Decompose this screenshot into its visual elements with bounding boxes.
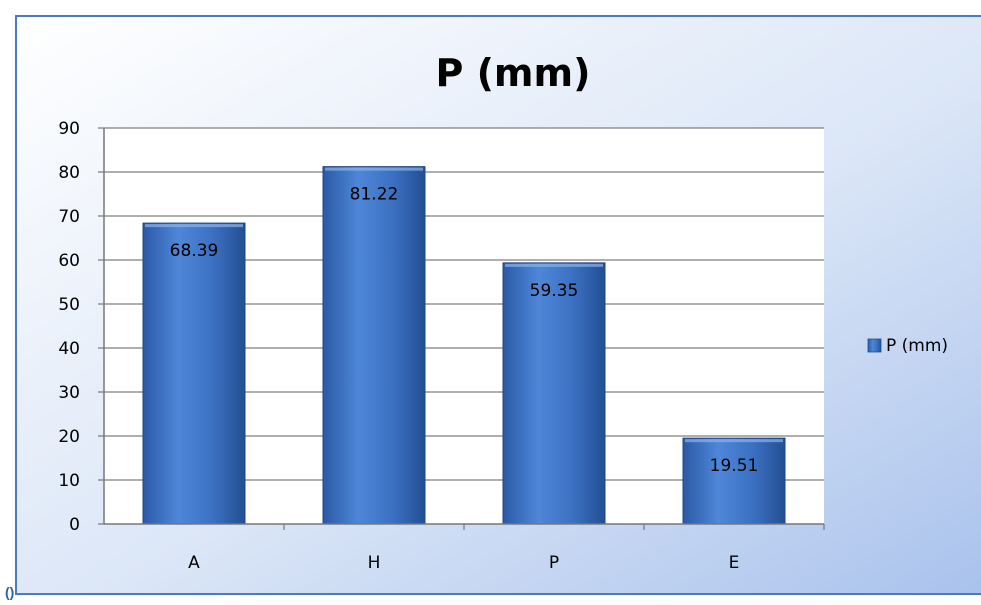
data-labels: 68.39 81.22 59.35 19.51 <box>170 185 759 477</box>
data-label: 68.39 <box>170 241 219 261</box>
chart-title: P (mm) <box>435 51 590 95</box>
legend: P (mm) <box>867 336 948 356</box>
bar-highlight <box>145 224 243 228</box>
y-tick-label: 0 <box>69 515 80 535</box>
y-tick-label: 80 <box>58 163 80 183</box>
bar-highlight <box>685 439 783 443</box>
bar-p <box>502 262 606 525</box>
bar-highlight <box>505 263 603 267</box>
x-tick-label: A <box>188 553 200 573</box>
y-tick-label: 20 <box>58 427 80 447</box>
data-label: 59.35 <box>530 281 579 301</box>
legend-label: P (mm) <box>886 336 948 356</box>
y-tick-label: 70 <box>58 207 80 227</box>
bar-highlight <box>325 167 423 171</box>
bars <box>142 166 786 525</box>
x-tick-label: P <box>549 553 559 573</box>
y-axis-ticks: 0 10 20 30 40 50 60 70 80 90 <box>58 119 104 535</box>
y-tick-label: 90 <box>58 119 80 139</box>
x-tick-label: E <box>729 553 740 573</box>
bar-h <box>322 166 426 525</box>
data-label: 19.51 <box>710 456 759 476</box>
y-tick-label: 40 <box>58 339 80 359</box>
y-tick-label: 10 <box>58 471 80 491</box>
data-label: 81.22 <box>350 185 399 205</box>
footnote: () <box>5 584 15 600</box>
bar-e <box>682 437 786 525</box>
legend-swatch <box>867 338 882 353</box>
x-tick-label: H <box>368 553 381 573</box>
y-tick-label: 50 <box>58 295 80 315</box>
bar-a <box>142 222 246 525</box>
y-tick-label: 30 <box>58 383 80 403</box>
y-tick-label: 60 <box>58 251 80 271</box>
